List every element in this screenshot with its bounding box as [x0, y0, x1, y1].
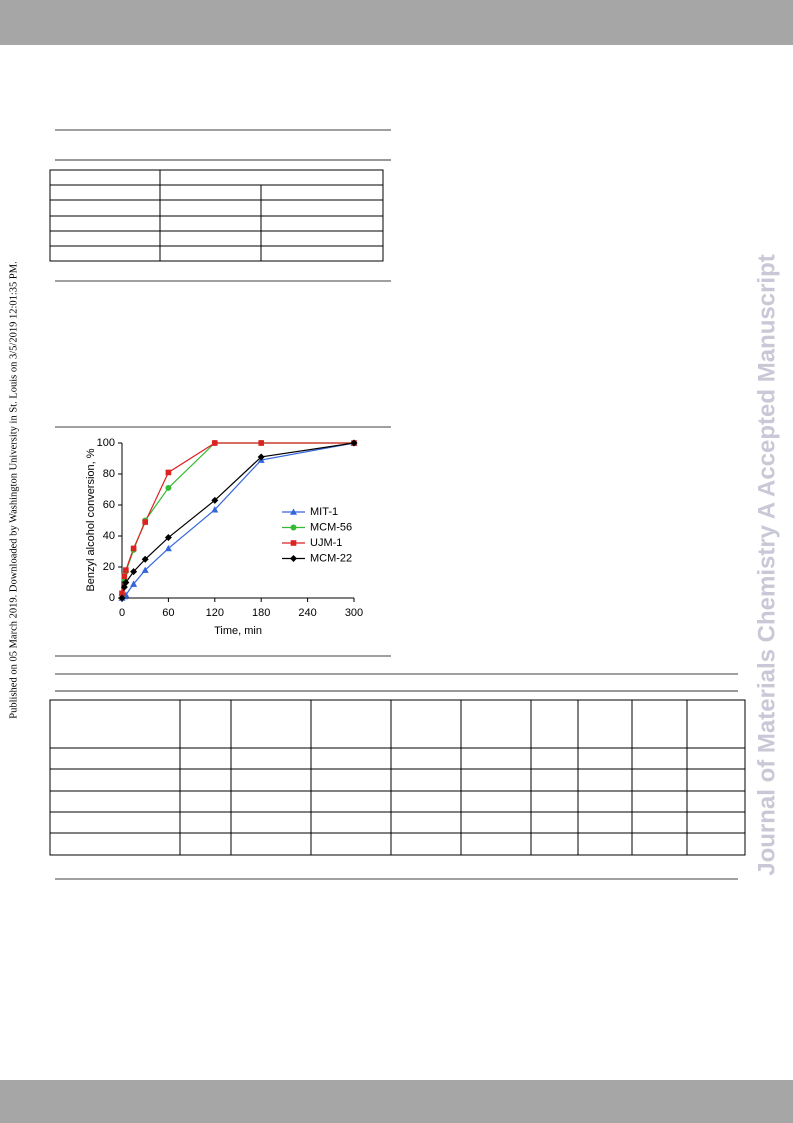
y-tick-label: 60	[103, 499, 115, 511]
data-point	[164, 534, 172, 542]
data-point	[141, 555, 149, 563]
y-tick-label: 80	[103, 468, 115, 480]
data-point	[130, 568, 138, 576]
chart: Benzyl alcohol conversion, % Time, min 0…	[85, 437, 363, 637]
legend-label: MCM-22	[310, 552, 352, 564]
data-point	[165, 484, 172, 491]
data-point	[165, 469, 172, 476]
legend-marker	[290, 555, 297, 562]
legend-label: UJM-1	[310, 537, 342, 549]
data-point	[141, 566, 149, 573]
data-point	[142, 519, 148, 525]
legend-marker	[290, 524, 297, 531]
x-tick-label: 300	[345, 607, 363, 619]
data-point	[211, 496, 219, 504]
y-tick-label: 0	[109, 592, 115, 604]
footer-bar	[0, 1080, 793, 1123]
legend-label: MCM-56	[310, 521, 352, 533]
y-tick-label: 40	[103, 530, 115, 542]
legend-label: MIT-1	[310, 506, 338, 518]
data-point	[257, 453, 265, 461]
legend-marker	[290, 508, 297, 515]
y-axis-label: Benzyl alcohol conversion, %	[85, 448, 97, 591]
header-bar	[0, 0, 793, 45]
rules	[55, 129, 738, 880]
data-point	[258, 440, 264, 446]
x-axis-label: Time, min	[214, 625, 262, 637]
watermark: Journal of Materials Chemistry A Accepte…	[753, 254, 780, 875]
data-point	[118, 594, 126, 602]
data-point	[211, 506, 219, 513]
data-point	[122, 579, 130, 586]
table-2	[49, 699, 746, 856]
legend-marker	[290, 540, 297, 546]
data-point	[121, 573, 128, 580]
data-point	[123, 567, 129, 573]
x-tick-label: 60	[162, 607, 174, 619]
table-1	[49, 169, 384, 262]
x-tick-label: 180	[252, 607, 270, 619]
data-point	[130, 580, 138, 587]
data-point	[164, 544, 172, 552]
data-point	[119, 590, 125, 597]
data-point	[212, 440, 218, 446]
table-grid	[50, 170, 383, 261]
table-grid	[50, 700, 745, 855]
x-tick-label: 0	[119, 607, 125, 619]
side-note: Published on 05 March 2019. Downloaded b…	[8, 261, 19, 718]
y-tick-label: 20	[103, 561, 115, 573]
data-point	[350, 439, 358, 447]
table-frame	[49, 699, 746, 856]
data-point	[130, 545, 137, 552]
x-tick-label: 240	[298, 607, 316, 619]
y-tick-label: 100	[97, 437, 115, 449]
x-tick-label: 120	[206, 607, 224, 619]
